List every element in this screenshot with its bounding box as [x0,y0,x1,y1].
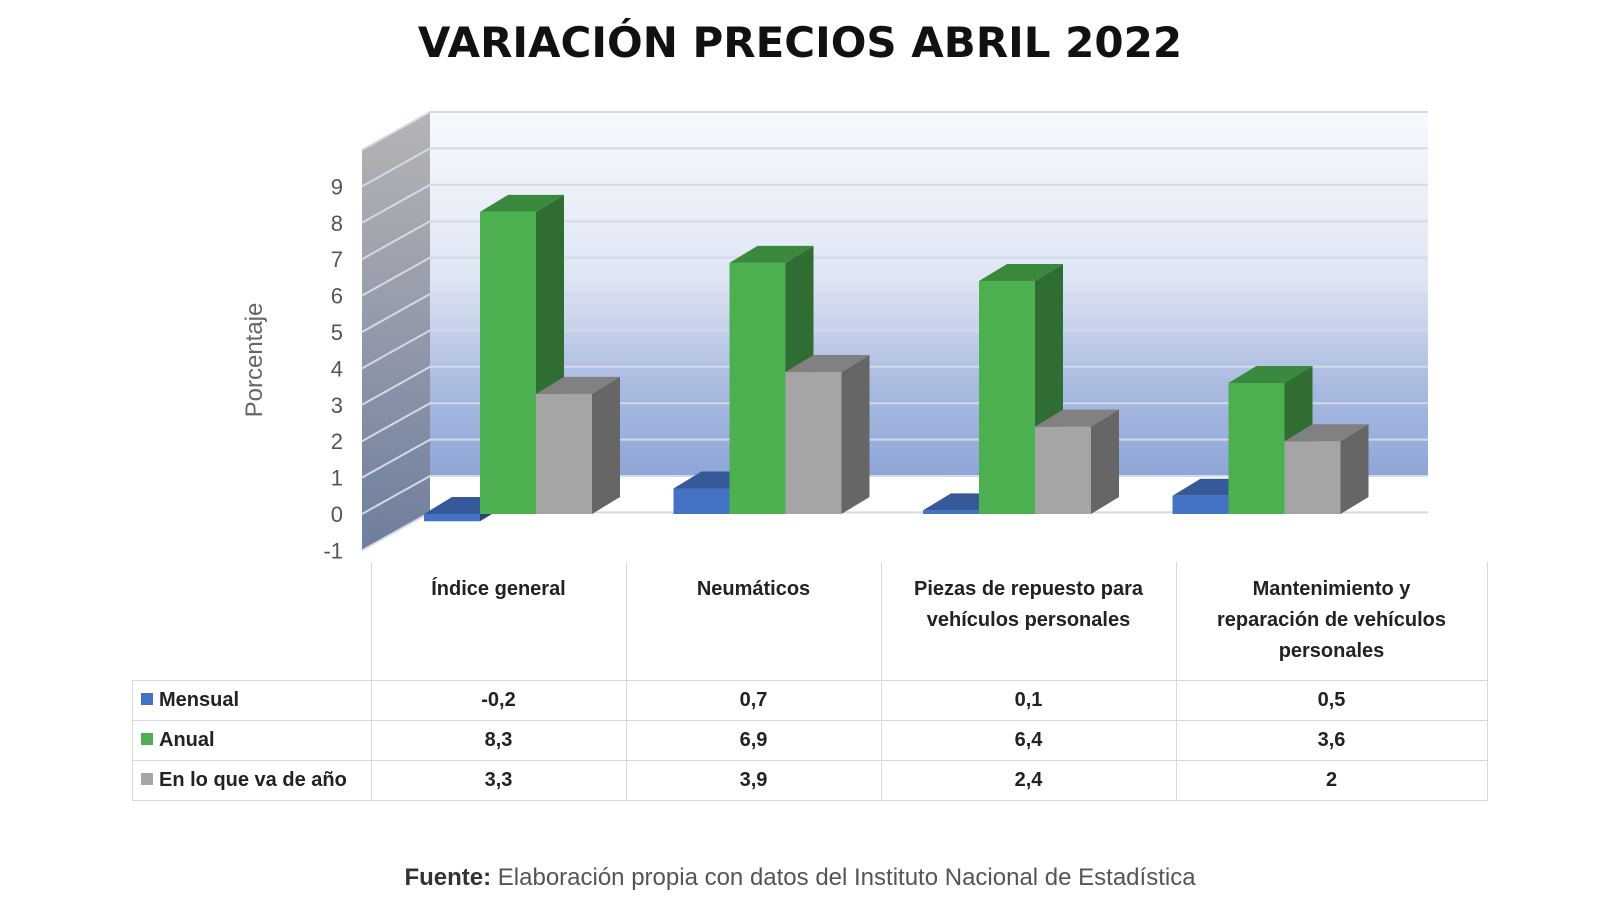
bar-front [673,488,730,514]
chart-title: VARIACIÓN PRECIOS ABRIL 2022 [417,18,1183,67]
legend-label: Anual [159,729,215,751]
bar-top [729,245,814,263]
data-table: Índice general Neumáticos Piezas de repu… [132,562,1488,801]
gridline [361,256,1428,297]
category-label: Índice general [370,562,627,681]
category-label: Mantenimiento y reparación de vehículos … [1175,562,1488,681]
table-cell: 2 [1175,760,1488,801]
table-cell: 6,4 [880,720,1177,761]
table-cell: 8,3 [370,720,627,761]
bar-front [1035,426,1091,514]
side-wall [362,112,430,551]
category-label: Neumáticos [625,562,882,681]
bar-top [1035,409,1119,427]
bar-side [1340,424,1369,514]
bar-top [536,376,620,394]
bar-top [979,264,1063,282]
gridline [361,220,1428,261]
table-corner-cell [132,562,372,681]
y-tick-label: 0 [331,502,343,527]
gridline [361,147,1428,188]
table-cell: 0,7 [625,680,882,721]
source-label: Fuente: [404,864,492,891]
y-tick-label: 8 [331,211,343,236]
source-note: Fuente: Elaboración propia con datos del… [0,864,1600,892]
table-cell: 2,4 [880,760,1177,801]
gridline [361,111,1428,151]
legend-swatch-anual [141,732,153,745]
y-tick-label: 3 [331,393,343,418]
table-row: Anual 8,3 6,9 6,4 3,6 [132,720,1488,761]
legend-label: En lo que va de año [159,769,347,791]
legend-entry: Mensual [132,680,372,721]
table-header-row: Índice general Neumáticos Piezas de repu… [132,562,1488,681]
bar-front [1228,382,1285,514]
legend-swatch-ytd [141,772,153,785]
chart-plot: -1 0 1 2 3 4 5 6 7 8 9 Porcentaje [241,111,1428,560]
table-cell: 0,1 [880,680,1177,721]
legend-label: Mensual [159,689,240,711]
gridline [361,293,1428,333]
bar-front [729,262,786,514]
table-cell: 6,9 [625,720,882,761]
y-tick-label: 7 [331,247,343,272]
bar-top [1228,365,1313,383]
y-tick-label: 2 [331,429,343,454]
y-tick-label: 5 [331,320,343,345]
table-row: Mensual -0,2 0,7 0,1 0,5 [132,680,1488,721]
table-cell: -0,2 [370,680,627,721]
gridline [361,511,1428,552]
bar [1284,424,1369,514]
bar-front [923,510,979,514]
gridline [361,365,1428,406]
table-row: En lo que va de año 3,3 3,9 2,4 2 [132,760,1488,801]
table-cell: 0,5 [1175,680,1488,721]
table-cell: 3,6 [1175,720,1488,761]
y-tick-label: 4 [331,356,343,381]
legend-entry: En lo que va de año [132,760,372,801]
category-label: Piezas de repuesto para vehículos person… [880,562,1177,681]
y-tick-label: 6 [331,284,343,309]
bar-front [785,372,842,514]
bar-front [480,211,536,514]
bar-top [1284,424,1369,442]
gridline [361,402,1428,443]
y-tick-label: 1 [331,466,343,491]
source-text: Elaboración propia con datos del Institu… [491,864,1196,891]
table-cell: 3,3 [370,760,627,801]
bar [785,355,870,514]
gridline [361,329,1428,370]
bar [536,376,620,514]
bar-top [785,355,870,373]
bar-side [1091,409,1119,514]
bar-front [424,514,480,522]
legend-entry: Anual [132,720,372,761]
bar-front [1172,495,1229,514]
bar-front [536,393,592,514]
bar-front [1284,441,1341,514]
y-axis-label: Porcentaje [241,303,268,418]
table-cell: 3,9 [625,760,882,801]
gridline [361,183,1428,224]
bar-side [841,355,870,514]
bar-side [592,376,620,514]
bar [1035,409,1119,514]
bar-top [480,194,564,212]
y-tick-label: -1 [323,538,343,560]
bar-front [979,281,1035,514]
legend-swatch-mensual [141,692,153,705]
y-tick-label: 9 [331,174,343,199]
